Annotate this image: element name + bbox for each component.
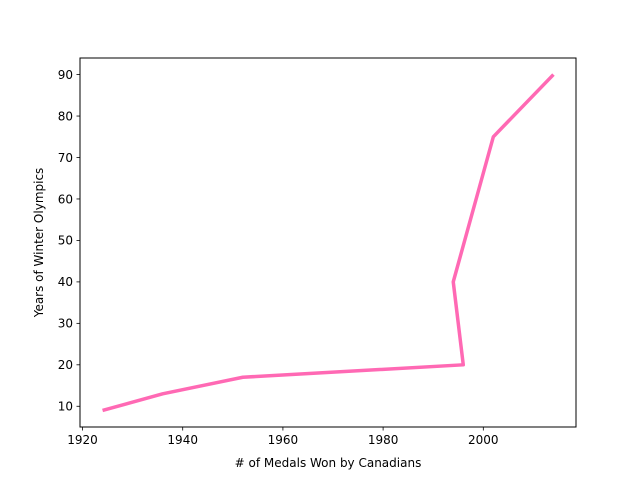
x-tick-label: 1980 xyxy=(368,433,399,447)
y-tick-label: 50 xyxy=(58,234,73,248)
x-tick-label: 1960 xyxy=(268,433,299,447)
y-tick-label: 90 xyxy=(58,68,73,82)
x-tick-label: 1940 xyxy=(167,433,198,447)
plot-area xyxy=(102,73,555,413)
y-tick-label: 60 xyxy=(58,192,73,206)
y-tick-label: 80 xyxy=(58,109,73,123)
axes-frame xyxy=(79,57,577,428)
axis-ticks: 1920 1940 1960 1980 2000 10 20 30 40 50 60 70 80 90 xyxy=(58,68,499,447)
y-axis-label: Years of Winter Olympics xyxy=(32,168,46,319)
y-tick-label: 10 xyxy=(58,400,73,414)
x-axis-label: # of Medals Won by Canadians xyxy=(235,456,422,470)
x-tick-label: 2000 xyxy=(468,433,499,447)
y-tick-label: 40 xyxy=(58,275,73,289)
x-tick-label: 1920 xyxy=(67,433,98,447)
y-tick-label: 20 xyxy=(58,358,73,372)
y-tick-label: 70 xyxy=(58,151,73,165)
y-tick-label: 30 xyxy=(58,317,73,331)
